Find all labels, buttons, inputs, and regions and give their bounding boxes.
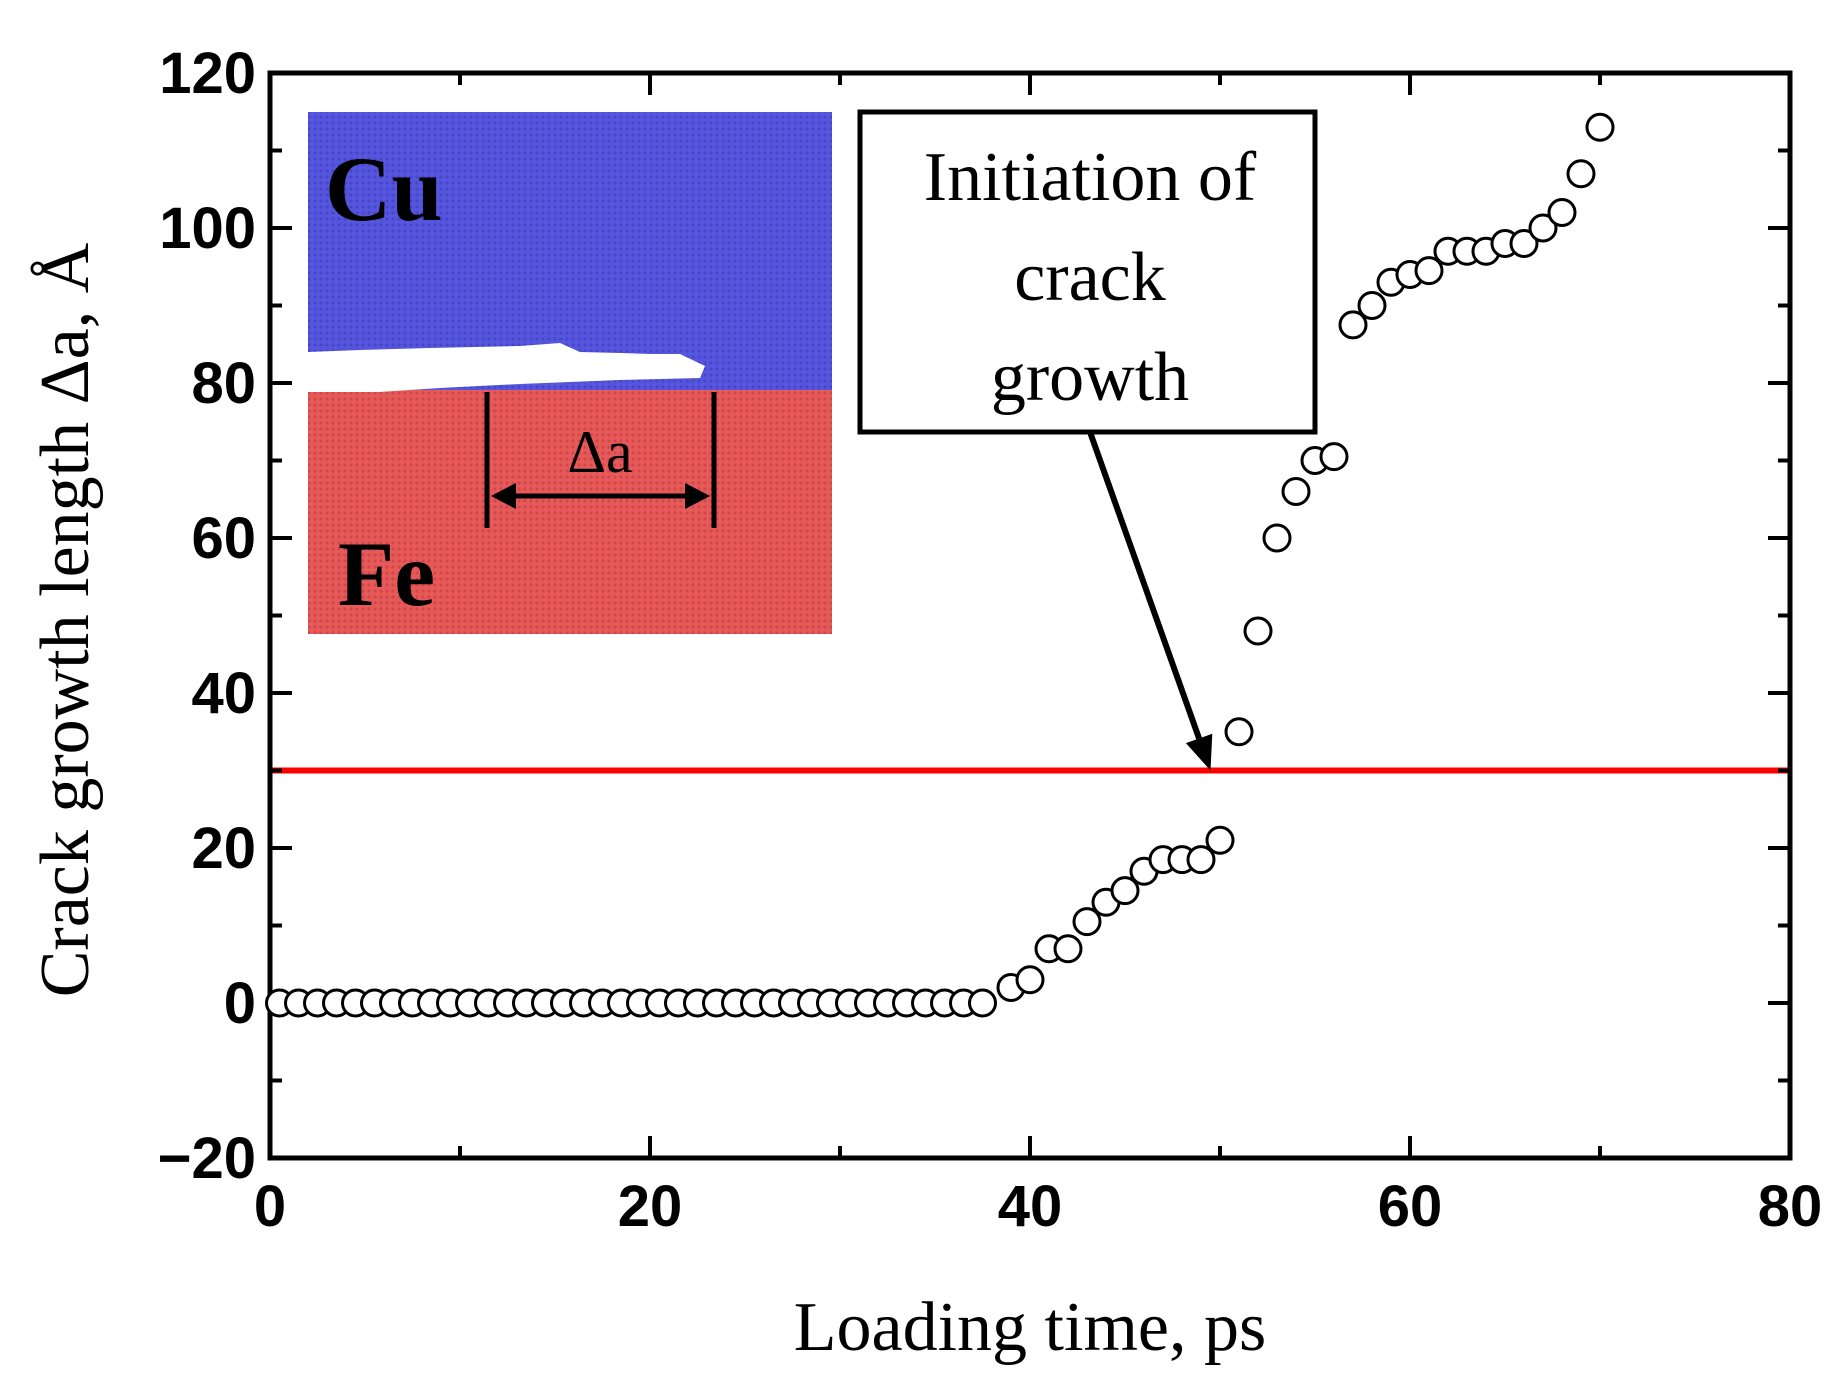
y-tick-label: 60 (191, 506, 256, 571)
data-point (1110, 876, 1140, 906)
x-tick-label: 20 (618, 1174, 683, 1239)
data-point (1414, 256, 1444, 286)
data-point (1186, 845, 1216, 875)
data-point (1585, 112, 1615, 142)
y-tick-label: −20 (158, 1126, 256, 1191)
data-point (1566, 159, 1596, 189)
crack-gap (308, 343, 705, 392)
callout-line-3: growth (991, 339, 1189, 416)
crack-dimension-arrowhead-left (491, 483, 516, 509)
copper-label: Cu (325, 138, 443, 240)
copper-region (308, 112, 832, 390)
y-axis-title: Crack growth length Δa, Å (27, 242, 104, 997)
x-tick-label: 0 (254, 1174, 286, 1239)
y-tick-label: 80 (191, 351, 256, 416)
data-point (1509, 229, 1539, 258)
data-point (1072, 907, 1102, 937)
data-point (1053, 934, 1083, 964)
data-point (1205, 825, 1235, 855)
x-tick-label: 40 (998, 1174, 1063, 1239)
initiation-callout: Initiation of crack growth (857, 109, 1318, 771)
iron-region (308, 390, 832, 634)
callout-box (857, 109, 1318, 435)
callout-arrow (1087, 430, 1202, 740)
x-tick-label: 80 (1758, 1174, 1823, 1239)
x-axis: 0 20 40 60 80 (254, 73, 1822, 1239)
y-tick-label: 120 (159, 41, 256, 106)
data-point (968, 988, 997, 1018)
callout-arrowhead (1185, 733, 1213, 771)
y-tick-label: 20 (191, 816, 256, 881)
callout-line-1: Initiation of (924, 139, 1257, 216)
data-point (1243, 616, 1273, 646)
iron-label: Fe (338, 523, 435, 625)
y-tick-label: 100 (159, 196, 256, 261)
data-point (1224, 717, 1254, 747)
y-tick-label: 0 (224, 971, 256, 1036)
y-tick-label: 40 (191, 661, 256, 726)
data-point (1547, 198, 1577, 227)
x-tick-label: 60 (1378, 1174, 1443, 1239)
callout-line-2: crack (1014, 239, 1166, 316)
crack-dimension-arrowhead-right (685, 483, 710, 509)
data-point (1015, 965, 1045, 995)
data-point (1528, 213, 1558, 243)
data-point (1262, 523, 1292, 553)
data-point (1319, 442, 1349, 472)
data-series (265, 112, 1615, 1018)
data-point (1338, 310, 1368, 340)
inset-snapshot: Δa Cu Fe (308, 112, 832, 634)
crack-dimension-label: Δa (567, 419, 632, 485)
data-point (1357, 291, 1387, 320)
x-axis-title: Loading time, ps (794, 1289, 1266, 1366)
data-point (1281, 477, 1311, 506)
y-axis: −20 0 20 40 60 80 100 120 (158, 41, 1790, 1191)
